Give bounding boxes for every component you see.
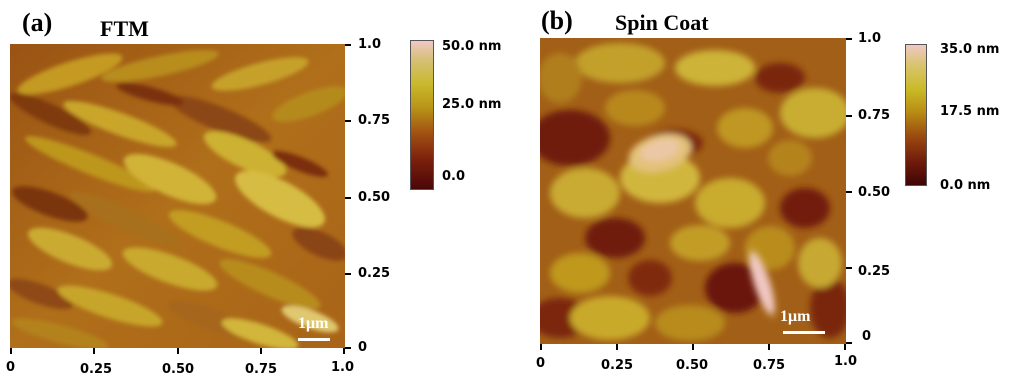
x-tick-b-4 — [768, 344, 770, 350]
x-tick-label-b-1: 0 — [536, 356, 546, 371]
x-tick-a-4 — [260, 348, 262, 354]
afm-image-ftm — [10, 44, 345, 348]
afm-topography-spin-coat — [540, 38, 846, 344]
y-tick-b-5 — [846, 342, 852, 344]
colorbar-b-max-label: 35.0 nm — [940, 42, 1000, 57]
y-tick-a-4 — [345, 273, 351, 275]
y-tick-label-a-3: 0.50 — [358, 190, 391, 205]
y-tick-a-1 — [345, 44, 351, 46]
colorbar-b-min-label: 0.0 nm — [940, 178, 991, 193]
y-tick-b-2 — [846, 115, 852, 117]
panel-a-label: (a) — [22, 8, 53, 37]
y-tick-label-b-5: 0 — [862, 329, 872, 344]
x-tick-b-2 — [616, 344, 618, 350]
x-tick-label-b-4: 0.75 — [753, 358, 786, 373]
scale-bar-a — [298, 338, 330, 341]
y-tick-b-1 — [846, 38, 852, 40]
scale-bar-label-b: 1μm — [780, 308, 811, 325]
afm-topography-ftm — [10, 44, 345, 348]
y-tick-label-a-5: 0 — [358, 340, 368, 355]
scale-bar-b — [783, 331, 825, 334]
panel-b-label: (b) — [541, 6, 573, 35]
x-tick-b-3 — [692, 344, 694, 350]
x-tick-label-a-1: 0 — [6, 360, 16, 375]
colorbar-b — [905, 44, 927, 186]
x-tick-label-a-5: 1.0 — [331, 360, 355, 375]
x-tick-label-b-2: 0.25 — [601, 358, 634, 373]
afm-image-spin-coat — [540, 38, 846, 344]
x-tick-label-b-3: 0.50 — [676, 358, 709, 373]
colorbar-a-mid-label: 25.0 nm — [442, 97, 502, 112]
y-tick-b-3 — [846, 191, 852, 193]
y-tick-label-a-4: 0.25 — [358, 266, 391, 281]
x-tick-label-a-4: 0.75 — [245, 362, 278, 377]
x-tick-label-a-2: 0.25 — [80, 362, 113, 377]
x-tick-a-5 — [343, 348, 345, 354]
scale-bar-label-a: 1μm — [298, 315, 329, 332]
x-tick-a-1 — [10, 348, 12, 354]
x-tick-a-3 — [177, 348, 179, 354]
y-tick-label-b-1: 1.0 — [858, 31, 882, 46]
y-tick-label-b-4: 0.25 — [858, 264, 891, 279]
y-tick-b-4 — [846, 267, 852, 269]
colorbar-b-mid-label: 17.5 nm — [940, 104, 1000, 119]
y-tick-label-a-1: 1.0 — [358, 37, 382, 52]
x-tick-a-2 — [93, 348, 95, 354]
y-tick-a-3 — [345, 197, 351, 199]
panel-a-title: FTM — [100, 16, 149, 41]
panel-b-title: Spin Coat — [615, 10, 709, 35]
colorbar-a-max-label: 50.0 nm — [442, 39, 502, 54]
colorbar-a-min-label: 0.0 — [442, 169, 466, 184]
y-tick-label-b-3: 0.50 — [858, 185, 891, 200]
y-tick-label-a-2: 0.75 — [358, 113, 391, 128]
y-tick-label-b-2: 0.75 — [858, 108, 891, 123]
x-tick-b-5 — [844, 344, 846, 350]
x-tick-label-a-3: 0.50 — [162, 362, 195, 377]
y-tick-a-5 — [345, 347, 351, 349]
y-tick-a-2 — [345, 120, 351, 122]
x-tick-label-b-5: 1.0 — [834, 354, 858, 369]
colorbar-a — [410, 40, 434, 190]
x-tick-b-1 — [540, 344, 542, 350]
